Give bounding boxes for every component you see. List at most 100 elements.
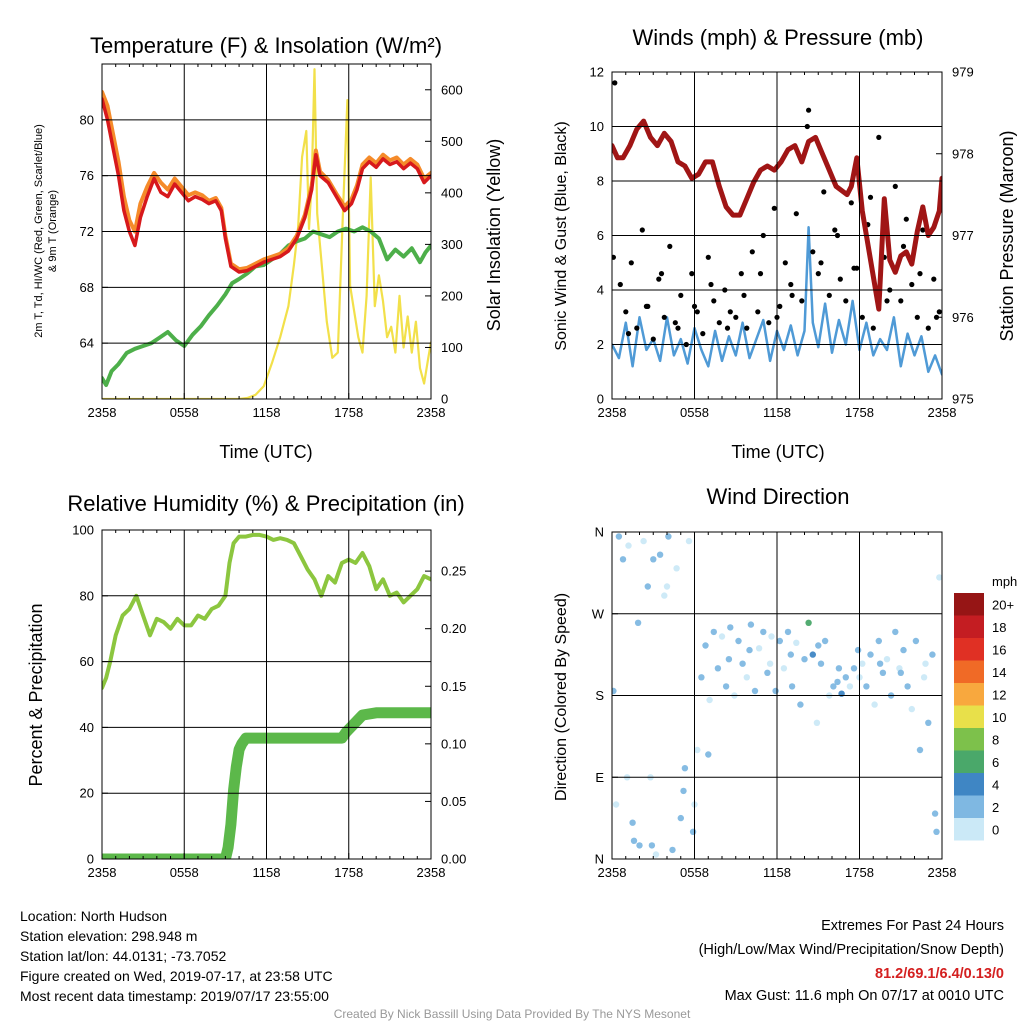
direction-point	[933, 828, 940, 835]
y-tick-label: S	[595, 688, 604, 703]
direction-point	[751, 687, 759, 695]
direction-point	[908, 705, 915, 713]
plot-area	[612, 533, 942, 858]
direction-point	[784, 628, 792, 636]
gust-point	[909, 281, 915, 288]
x-tick-label: 1758	[845, 405, 874, 420]
x-tick-label: 1758	[334, 865, 363, 880]
y2-tick-label: 0.00	[441, 852, 466, 867]
y2-tick-label: 0.10	[441, 736, 466, 751]
direction-point	[743, 674, 750, 681]
direction-point	[929, 651, 936, 658]
gust-point	[832, 227, 838, 233]
gust-point	[903, 216, 909, 222]
gust-point	[766, 320, 772, 326]
colorbar-title: mph	[992, 574, 1017, 589]
gust-point	[920, 227, 926, 233]
direction-point	[817, 660, 825, 667]
colorbar-swatch	[954, 750, 984, 773]
direction-point	[842, 674, 849, 681]
x-tick-label: 0558	[170, 865, 199, 880]
direction-point	[650, 556, 657, 563]
x-tick-label: 1758	[334, 405, 363, 420]
direction-point	[705, 751, 712, 758]
gust-point	[870, 325, 876, 331]
gust-point	[672, 320, 678, 326]
direction-point	[680, 787, 687, 795]
direction-point	[677, 814, 684, 822]
x-tick-label: 1758	[845, 865, 874, 880]
direction-point	[776, 637, 783, 645]
gust-point	[859, 314, 865, 320]
y2-tick-label: 600	[441, 82, 463, 97]
direction-point	[854, 646, 862, 654]
direction-point	[892, 628, 899, 636]
direction-point	[772, 687, 779, 695]
x-tick-label: 2358	[417, 865, 446, 880]
gust-point	[806, 107, 812, 113]
direction-point	[876, 660, 884, 667]
direction-point	[871, 701, 878, 708]
direction-point	[685, 537, 693, 545]
colorbar-swatch	[954, 818, 984, 841]
direction-point	[689, 828, 697, 835]
direction-point	[912, 637, 920, 645]
direction-point	[694, 746, 701, 754]
y2-tick-label: 0.15	[441, 679, 466, 694]
gust-point	[931, 276, 937, 282]
extremes-values: 81.2/69.1/6.4/0.13/0	[875, 966, 1004, 982]
x-tick-label: 2358	[88, 405, 117, 420]
wind-pressure-panel: 0 2 4 6 8 10 12 975 976 977 978 979 2358 0558 1158 1758…	[553, 25, 1017, 462]
direction-point	[615, 533, 623, 540]
y-tick-label: 64	[80, 336, 94, 351]
direction-point	[780, 665, 788, 672]
y-tick-label: 12	[590, 65, 604, 80]
gust-point	[843, 298, 849, 304]
gust-point	[900, 243, 907, 249]
temp-9m-line	[102, 89, 431, 272]
y-tick-label: 80	[80, 112, 94, 127]
gust-point	[628, 260, 634, 266]
y-tick-label: 40	[80, 720, 94, 735]
direction-point	[916, 746, 924, 754]
direction-point	[634, 619, 642, 626]
gust-point	[914, 314, 920, 320]
gust-point	[625, 331, 632, 337]
temp-2m-line	[102, 97, 431, 274]
y2-tick-label: 0.05	[441, 794, 466, 809]
chart-title: Wind Direction	[706, 484, 849, 509]
gust-point	[749, 249, 755, 255]
direction-point	[746, 646, 753, 654]
chart-title: Winds (mph) & Pressure (mb)	[633, 25, 924, 50]
gust-point	[917, 271, 923, 277]
y-tick-label: 10	[590, 119, 604, 134]
direction-point	[630, 837, 638, 844]
direction-point	[931, 810, 939, 817]
gust-point	[724, 325, 731, 331]
station-pressure-line	[612, 118, 942, 312]
y2-tick-label: 977	[952, 228, 974, 243]
gust-point	[656, 276, 662, 282]
x-tick-label: 1158	[253, 405, 281, 420]
y2-tick-label: 0.25	[441, 564, 466, 579]
gust-point	[741, 292, 747, 298]
gust-point	[757, 271, 764, 277]
direction-point	[644, 583, 651, 590]
direction-point	[766, 660, 774, 667]
direction-point	[661, 592, 668, 599]
gust-point	[755, 309, 761, 315]
gust-point	[799, 298, 805, 304]
gust-point	[821, 189, 827, 195]
direction-point	[698, 674, 705, 681]
direction-point	[805, 619, 812, 626]
direction-point	[725, 656, 733, 663]
direction-point	[922, 660, 929, 667]
info-elevation: Station elevation: 298.948 m	[20, 928, 198, 944]
direction-point	[867, 651, 874, 658]
gust-point	[925, 325, 931, 331]
colorbar-label: 4	[992, 777, 999, 792]
colorbar-swatch	[954, 773, 984, 796]
direction-point	[665, 533, 672, 540]
y-tick-label: 0	[87, 852, 94, 867]
x-tick-label: 2358	[598, 405, 627, 420]
